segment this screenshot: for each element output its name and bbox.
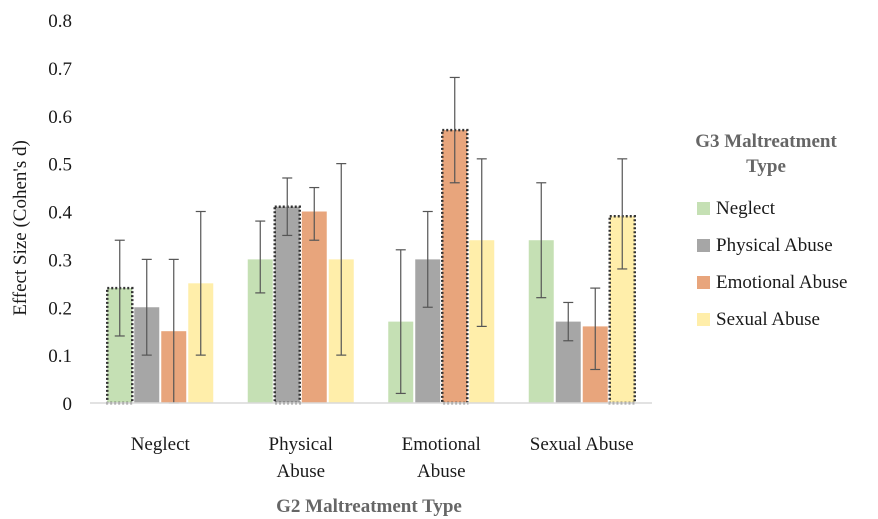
legend-label: Sexual Abuse bbox=[716, 309, 820, 330]
y-tick-label: 0.4 bbox=[48, 203, 72, 224]
error-bars bbox=[114, 76, 628, 404]
legend-swatch bbox=[697, 202, 710, 215]
y-tick-label: 0.3 bbox=[48, 250, 72, 271]
x-axis: Neglect Physical Abuse Emotional Abuse Sexual… bbox=[90, 402, 652, 482]
legend-label: Emotional Abuse bbox=[716, 272, 847, 293]
x-tick-label: Emotional bbox=[402, 434, 481, 455]
legend: G3 Maltreatment Type Neglect Physical Abuse… bbox=[695, 131, 847, 330]
x-tick-label: Abuse bbox=[417, 461, 466, 482]
legend-label: Physical Abuse bbox=[716, 235, 833, 256]
y-tick-label: 0.7 bbox=[48, 59, 72, 80]
y-axis-label: Effect Size (Cohen's d) bbox=[10, 140, 31, 316]
y-tick-label: 0.8 bbox=[48, 11, 72, 32]
bars bbox=[106, 128, 636, 405]
y-tick-label: 0.5 bbox=[48, 155, 72, 176]
y-tick-label: 0.1 bbox=[48, 346, 72, 367]
legend-swatch bbox=[697, 313, 710, 326]
legend-title: G3 Maltreatment Type bbox=[695, 131, 837, 177]
legend-label: Neglect bbox=[716, 198, 776, 219]
y-tick-label: 0.6 bbox=[48, 107, 72, 128]
y-tick-label: 0.2 bbox=[48, 298, 72, 319]
legend-swatch bbox=[697, 276, 710, 289]
bar bbox=[301, 211, 327, 403]
x-tick-label: Neglect bbox=[131, 434, 191, 455]
y-axis: 0 0.1 0.2 0.3 0.4 0.5 0.6 0.7 0.8 bbox=[48, 11, 72, 415]
legend-swatch bbox=[697, 239, 710, 252]
x-tick-label: Sexual Abuse bbox=[530, 434, 634, 455]
x-axis-title: G2 Maltreatment Type bbox=[276, 496, 462, 517]
x-tick-label: Physical bbox=[269, 434, 333, 455]
y-tick-label: 0 bbox=[63, 394, 73, 415]
x-tick-label: Abuse bbox=[276, 461, 325, 482]
bar bbox=[273, 205, 301, 405]
